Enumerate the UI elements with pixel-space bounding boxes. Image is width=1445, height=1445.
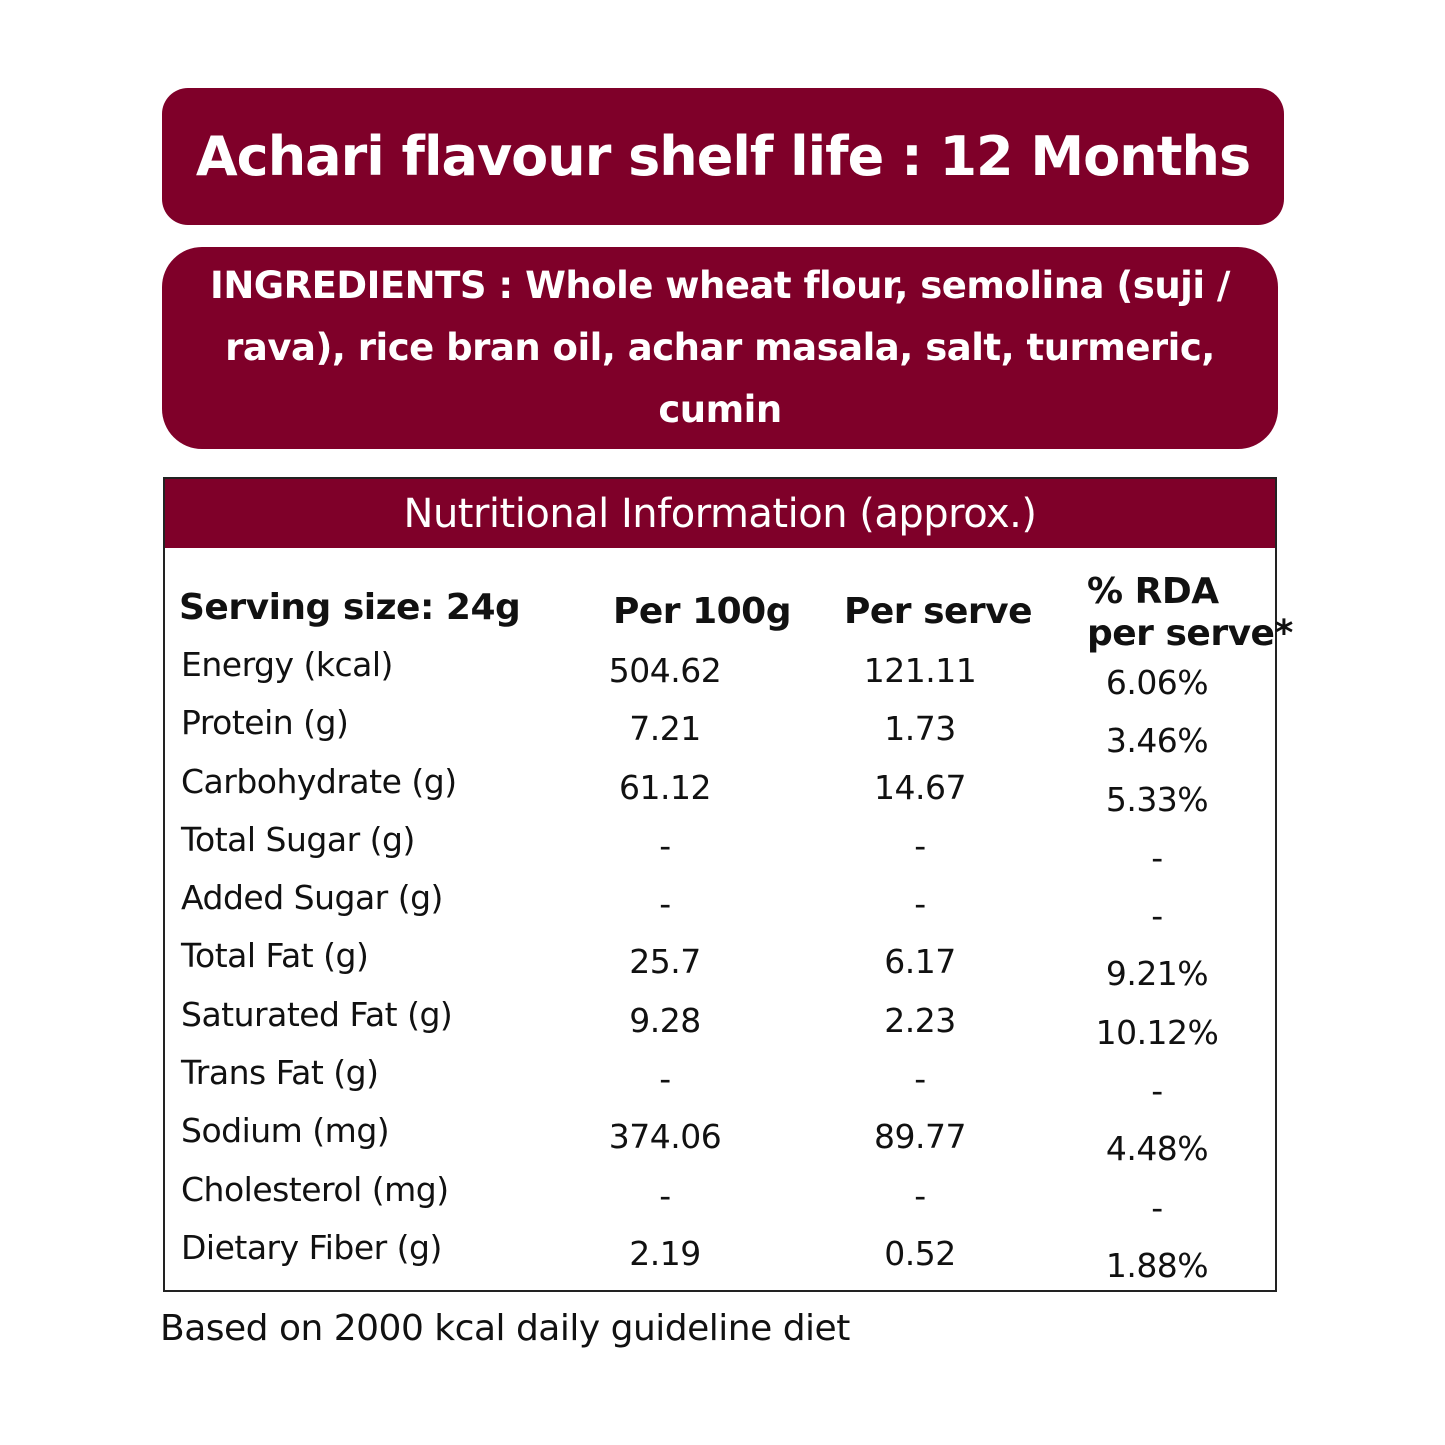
value-perserve: 89.77	[874, 1117, 966, 1157]
col-per100-header: Per 100g	[613, 591, 792, 632]
nutrient-name: Carbohydrate (g)	[181, 761, 457, 801]
table-row: Cholesterol (mg) - - -	[165, 1170, 1275, 1232]
value-per100: 9.28	[629, 1000, 701, 1040]
value-per100: -	[659, 884, 671, 924]
value-per100: -	[659, 1059, 671, 1099]
nutrient-name: Energy (kcal)	[181, 645, 393, 684]
shelf-life-text: Achari flavour shelf life : 12 Months	[195, 125, 1251, 188]
value-perserve: 14.67	[874, 767, 966, 807]
value-per100: 374.06	[608, 1117, 722, 1157]
table-row: Carbohydrate (g) 61.12 14.67 5.33%	[165, 762, 1275, 824]
col-rda-header-line1: % RDA	[1087, 571, 1219, 612]
value-rda: 1.88%	[1105, 1245, 1209, 1285]
value-per100: 7.21	[629, 709, 701, 749]
value-perserve: -	[914, 825, 926, 865]
value-rda: 5.33%	[1105, 779, 1209, 819]
col-rda-header: % RDA per serve*	[1087, 571, 1293, 655]
value-per100: 25.7	[629, 942, 701, 982]
nutrient-name: Cholesterol (mg)	[181, 1169, 449, 1209]
shelf-life-banner: Achari flavour shelf life : 12 Months	[162, 88, 1284, 225]
nutrition-table: Nutritional Information (approx.) Servin…	[163, 477, 1293, 1292]
ingredients-text: INGREDIENTS : Whole wheat flour, semolin…	[210, 264, 1230, 431]
value-perserve: 121.11	[863, 651, 977, 690]
col-rda-header-line2: per serve*	[1087, 613, 1293, 654]
nutrient-name: Dietary Fiber (g)	[181, 1227, 442, 1267]
value-perserve: -	[914, 1059, 926, 1099]
value-rda: 10.12%	[1095, 1012, 1219, 1052]
value-rda: 6.06%	[1105, 663, 1209, 702]
nutrient-name: Protein (g)	[181, 703, 349, 743]
table-row: Added Sugar (g) - - -	[165, 878, 1275, 940]
value-rda: -	[1151, 837, 1163, 877]
table-row: Sodium (mg) 374.06 89.77 4.48%	[165, 1111, 1275, 1173]
value-rda: -	[1151, 896, 1163, 936]
ingredients-banner: INGREDIENTS : Whole wheat flour, semolin…	[162, 247, 1278, 449]
serving-size-label: Serving size: 24g	[179, 587, 521, 628]
value-rda: -	[1151, 1187, 1163, 1227]
nutrient-name: Trans Fat (g)	[181, 1053, 379, 1093]
table-row: Dietary Fiber (g) 2.19 0.52 1.88%	[165, 1228, 1275, 1290]
value-perserve: 2.23	[884, 1000, 956, 1040]
value-rda: -	[1151, 1071, 1163, 1111]
value-perserve: -	[914, 884, 926, 924]
value-rda: 3.46%	[1105, 721, 1209, 761]
nutrient-name: Added Sugar (g)	[181, 878, 443, 918]
value-rda: 4.48%	[1105, 1129, 1209, 1169]
value-per100: -	[659, 825, 671, 865]
value-perserve: 1.73	[884, 709, 956, 749]
value-perserve: 6.17	[884, 942, 956, 982]
value-perserve: 0.52	[884, 1233, 956, 1273]
value-per100: 61.12	[619, 767, 711, 807]
table-row: Protein (g) 7.21 1.73 3.46%	[165, 703, 1275, 765]
value-per100: 504.62	[608, 651, 722, 690]
nutrition-title: Nutritional Information (approx.)	[165, 479, 1275, 548]
value-rda: 9.21%	[1105, 954, 1209, 994]
table-row: Total Fat (g) 25.7 6.17 9.21%	[165, 936, 1275, 998]
table-row: Saturated Fat (g) 9.28 2.23 10.12%	[165, 995, 1275, 1057]
nutrient-name: Saturated Fat (g)	[181, 994, 453, 1034]
col-perserve-header: Per serve	[844, 591, 1033, 632]
value-perserve: -	[914, 1175, 926, 1215]
nutrient-name: Total Sugar (g)	[181, 819, 415, 859]
value-per100: -	[659, 1175, 671, 1215]
nutrient-name: Total Fat (g)	[181, 936, 369, 976]
table-row: Total Sugar (g) - - -	[165, 820, 1275, 882]
table-row: Energy (kcal) 504.62 121.11 6.06%	[165, 645, 1275, 707]
table-row: Trans Fat (g) - - -	[165, 1053, 1275, 1115]
nutrition-rows: Energy (kcal) 504.62 121.11 6.06% Protein (g…	[165, 645, 1275, 1290]
footnote: Based on 2000 kcal daily guideline diet	[160, 1308, 850, 1349]
value-per100: 2.19	[629, 1233, 701, 1273]
nutrient-name: Sodium (mg)	[181, 1111, 390, 1151]
